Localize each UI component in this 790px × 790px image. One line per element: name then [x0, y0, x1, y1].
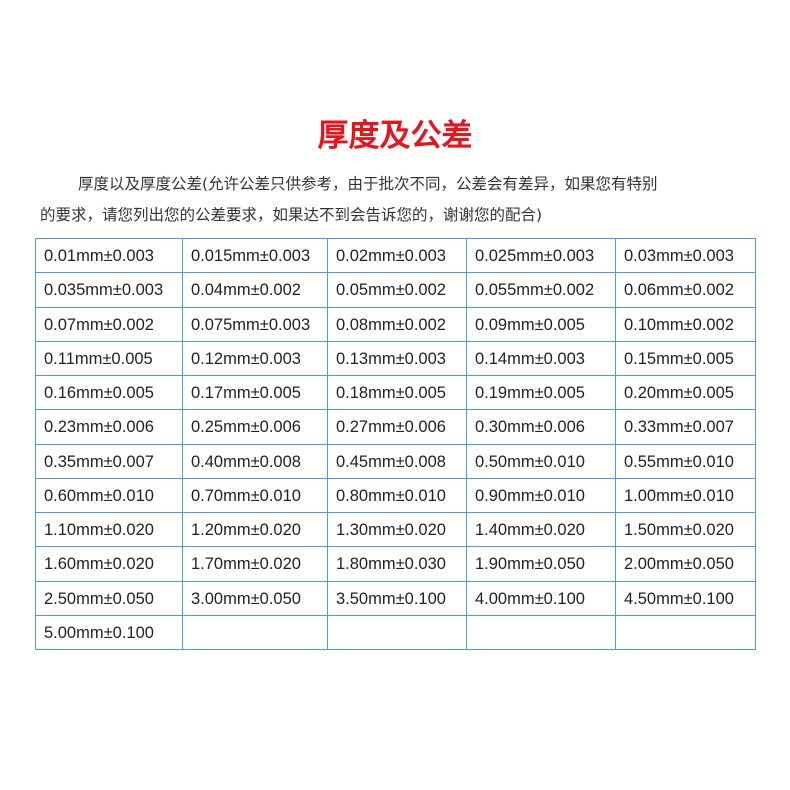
table-cell: 0.23mm±0.006 — [35, 409, 183, 445]
table-cell: 0.06mm±0.002 — [615, 272, 756, 308]
table-cell: 0.04mm±0.002 — [182, 272, 328, 308]
table-cell: 0.50mm±0.010 — [466, 443, 616, 479]
table-cell: 0.90mm±0.010 — [466, 477, 616, 513]
table-cell: 0.18mm±0.005 — [327, 375, 467, 411]
description-line: 厚度以及厚度公差(允许公差只供参考，由于批次不同，公差会有差异，如果您有特别 — [78, 175, 658, 193]
table-cell: 3.50mm±0.100 — [327, 580, 467, 616]
empty-cell — [327, 614, 467, 650]
table-cell: 1.30mm±0.020 — [327, 512, 467, 548]
empty-cell — [615, 614, 756, 650]
table-cell: 0.075mm±0.003 — [182, 306, 328, 342]
table-cell: 0.25mm±0.006 — [182, 409, 328, 445]
table-cell: 4.50mm±0.100 — [615, 580, 756, 616]
table-cell: 4.00mm±0.100 — [466, 580, 616, 616]
table-cell: 1.40mm±0.020 — [466, 512, 616, 548]
table-cell: 0.60mm±0.010 — [35, 477, 183, 513]
table-cell: 0.14mm±0.003 — [466, 340, 616, 376]
table-cell: 0.13mm±0.003 — [327, 340, 467, 376]
table-cell: 1.50mm±0.020 — [615, 512, 756, 548]
table-cell: 0.01mm±0.003 — [35, 238, 183, 274]
table-cell: 3.00mm±0.050 — [182, 580, 328, 616]
title: 厚度及公差 — [317, 118, 473, 154]
table-cell: 0.16mm±0.005 — [35, 375, 183, 411]
table-cell: 0.70mm±0.010 — [182, 477, 328, 513]
table-cell: 0.35mm±0.007 — [35, 443, 183, 479]
table-cell: 0.19mm±0.005 — [466, 375, 616, 411]
table-cell: 0.12mm±0.003 — [182, 340, 328, 376]
table-cell: 0.80mm±0.010 — [327, 477, 467, 513]
table-cell: 0.025mm±0.003 — [466, 238, 616, 274]
table-cell: 0.40mm±0.008 — [182, 443, 328, 479]
table-cell: 1.80mm±0.030 — [327, 546, 467, 582]
table-cell: 0.02mm±0.003 — [327, 238, 467, 274]
table-cell: 0.45mm±0.008 — [327, 443, 467, 479]
tolerance-table: 0.01mm±0.003 0.015mm±0.003 0.02mm±0.003 0.0… — [35, 238, 756, 650]
table-cell: 0.10mm±0.002 — [615, 306, 756, 342]
table-cell: 0.08mm±0.002 — [327, 306, 467, 342]
table-cell: 0.20mm±0.005 — [615, 375, 756, 411]
table-cell: 0.27mm±0.006 — [327, 409, 467, 445]
table-cell: 1.20mm±0.020 — [182, 512, 328, 548]
table-cell: 0.17mm±0.005 — [182, 375, 328, 411]
table-cell: 0.11mm±0.005 — [35, 340, 183, 376]
empty-cell — [182, 614, 328, 650]
table-cell: 0.33mm±0.007 — [615, 409, 756, 445]
table-cell: 2.50mm±0.050 — [35, 580, 183, 616]
table-cell: 0.035mm±0.003 — [35, 272, 183, 308]
table-cell: 2.00mm±0.050 — [615, 546, 756, 582]
empty-cell — [466, 614, 616, 650]
table-cell: 0.055mm±0.002 — [466, 272, 616, 308]
table-cell: 0.15mm±0.005 — [615, 340, 756, 376]
table-cell: 1.10mm±0.020 — [35, 512, 183, 548]
table-cell: 5.00mm±0.100 — [35, 614, 183, 650]
table-cell: 1.70mm±0.020 — [182, 546, 328, 582]
table-cell: 0.55mm±0.010 — [615, 443, 756, 479]
description-line: 的要求，请您列出您的公差要求，如果达不到会告诉您的，谢谢您的配合) — [40, 206, 543, 224]
table-cell: 0.30mm±0.006 — [466, 409, 616, 445]
table-cell: 0.09mm±0.005 — [466, 306, 616, 342]
table-cell: 0.015mm±0.003 — [182, 238, 328, 274]
table-cell: 1.90mm±0.050 — [466, 546, 616, 582]
table-cell: 0.07mm±0.002 — [35, 306, 183, 342]
table-cell: 0.03mm±0.003 — [615, 238, 756, 274]
table-cell: 0.05mm±0.002 — [327, 272, 467, 308]
table-cell: 1.00mm±0.010 — [615, 477, 756, 513]
table-cell: 1.60mm±0.020 — [35, 546, 183, 582]
